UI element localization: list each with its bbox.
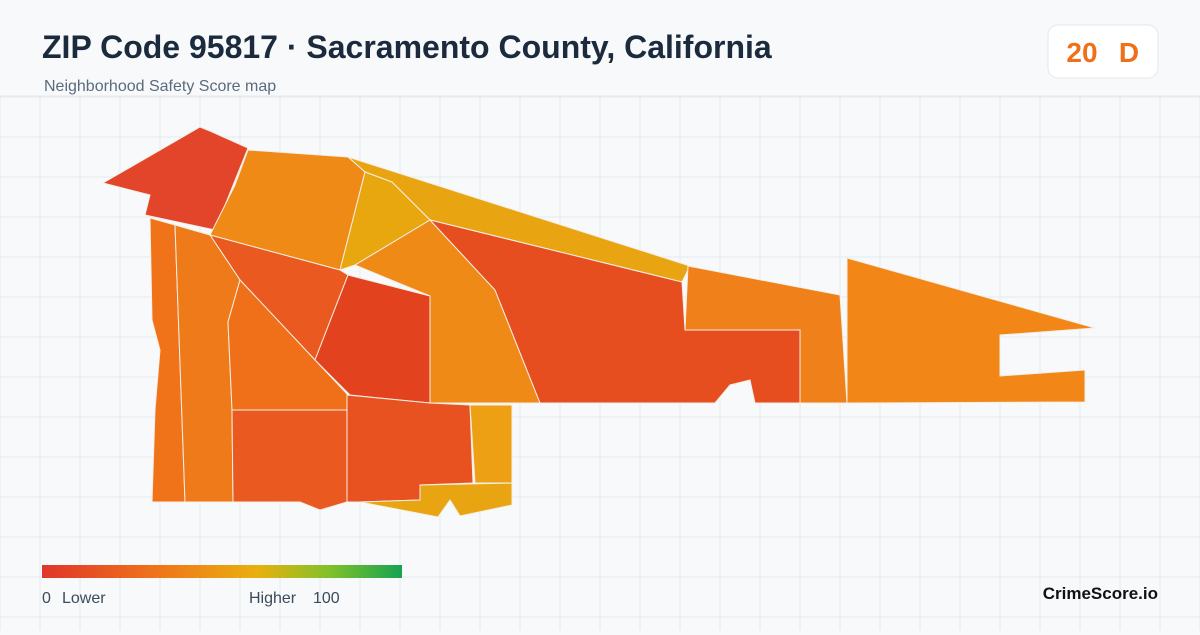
legend-gradient: [42, 565, 402, 578]
subtitle: Neighborhood Safety Score map: [44, 78, 276, 95]
map-region: [101, 126, 249, 231]
legend-max-label: Higher: [249, 590, 297, 607]
legend-min-label: Lower: [62, 590, 106, 607]
map-region: [846, 257, 1096, 404]
score-badge: [1047, 24, 1159, 79]
score-grade: D: [1119, 37, 1139, 68]
map-region: [684, 265, 848, 404]
map-region: [231, 409, 348, 511]
map-region: [428, 219, 801, 404]
title: ZIP Code 95817 · Sacramento County, Cali…: [42, 29, 772, 65]
brand: CrimeScore.io: [1043, 584, 1158, 603]
legend-max: 100: [313, 590, 340, 607]
score-value: 20: [1066, 37, 1097, 68]
map-region: [359, 482, 513, 518]
zip-map: [101, 126, 1096, 518]
legend-min: 0: [42, 590, 51, 607]
map-region: [469, 404, 513, 484]
